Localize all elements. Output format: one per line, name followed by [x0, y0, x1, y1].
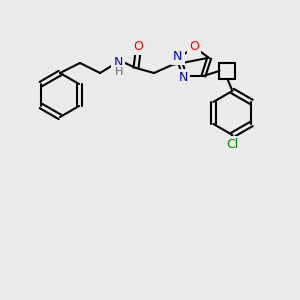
- Text: N: N: [173, 50, 182, 63]
- Text: N: N: [179, 71, 188, 84]
- Text: O: O: [133, 40, 143, 52]
- Text: N: N: [113, 56, 123, 70]
- Text: H: H: [115, 67, 123, 77]
- Text: Cl: Cl: [226, 138, 238, 152]
- Text: O: O: [189, 40, 199, 53]
